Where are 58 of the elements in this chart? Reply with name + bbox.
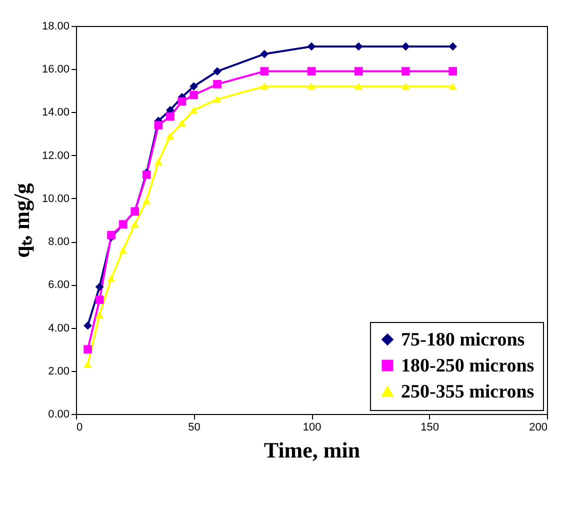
point xyxy=(213,96,222,103)
point xyxy=(142,170,151,179)
point xyxy=(190,106,198,114)
point xyxy=(118,246,128,254)
point xyxy=(213,67,222,76)
point xyxy=(95,311,104,318)
y-tick-label: 6.00 xyxy=(48,279,70,292)
point xyxy=(166,132,174,140)
point xyxy=(402,67,410,76)
point xyxy=(95,296,104,304)
y-axis-title: qₜ, mg/g xyxy=(8,183,34,258)
y-tick-label: 12.00 xyxy=(42,150,70,162)
x-tick-label: 150 xyxy=(420,422,439,434)
point xyxy=(260,82,269,90)
point xyxy=(307,42,316,51)
point xyxy=(154,158,163,166)
point xyxy=(190,82,198,91)
point xyxy=(84,345,92,354)
point xyxy=(307,82,316,90)
point xyxy=(107,274,116,282)
y-tick-label: 4.00 xyxy=(48,322,70,334)
point xyxy=(84,360,92,368)
point xyxy=(142,196,151,204)
y-tick-label: 8.00 xyxy=(48,236,70,248)
point xyxy=(84,321,92,330)
point xyxy=(354,67,363,76)
x-tick-label: 0 xyxy=(76,422,83,434)
legend-label: 180-250 microns xyxy=(401,356,534,376)
y-tick-label: 18.00 xyxy=(42,20,70,32)
legend-label: 250-355 microns xyxy=(401,382,534,402)
x-tick-label: 200 xyxy=(529,422,548,434)
point xyxy=(190,90,198,100)
point xyxy=(178,119,186,127)
point xyxy=(260,50,269,58)
legend-label: 75-180 microns xyxy=(401,330,525,350)
y-tick-label: 16.00 xyxy=(42,64,70,76)
point xyxy=(354,82,363,90)
x-tick-label: 50 xyxy=(188,422,200,434)
point xyxy=(402,42,410,51)
point xyxy=(260,67,269,76)
y-tick-label: 10.00 xyxy=(42,192,70,205)
point xyxy=(307,67,316,76)
point xyxy=(213,80,222,88)
x-tick-label: 100 xyxy=(302,422,322,434)
point xyxy=(448,67,457,76)
point xyxy=(154,120,163,130)
point xyxy=(95,282,104,292)
x-axis-title: Time, min xyxy=(264,438,360,462)
y-tick-label: 14.00 xyxy=(42,106,70,119)
point xyxy=(448,82,457,90)
point xyxy=(402,82,410,90)
point xyxy=(448,42,457,51)
point xyxy=(166,112,174,121)
point xyxy=(130,220,140,228)
y-tick-label: 0.00 xyxy=(48,408,70,420)
point xyxy=(178,97,186,106)
y-tick-label: 2.00 xyxy=(48,365,70,378)
point xyxy=(107,230,116,240)
